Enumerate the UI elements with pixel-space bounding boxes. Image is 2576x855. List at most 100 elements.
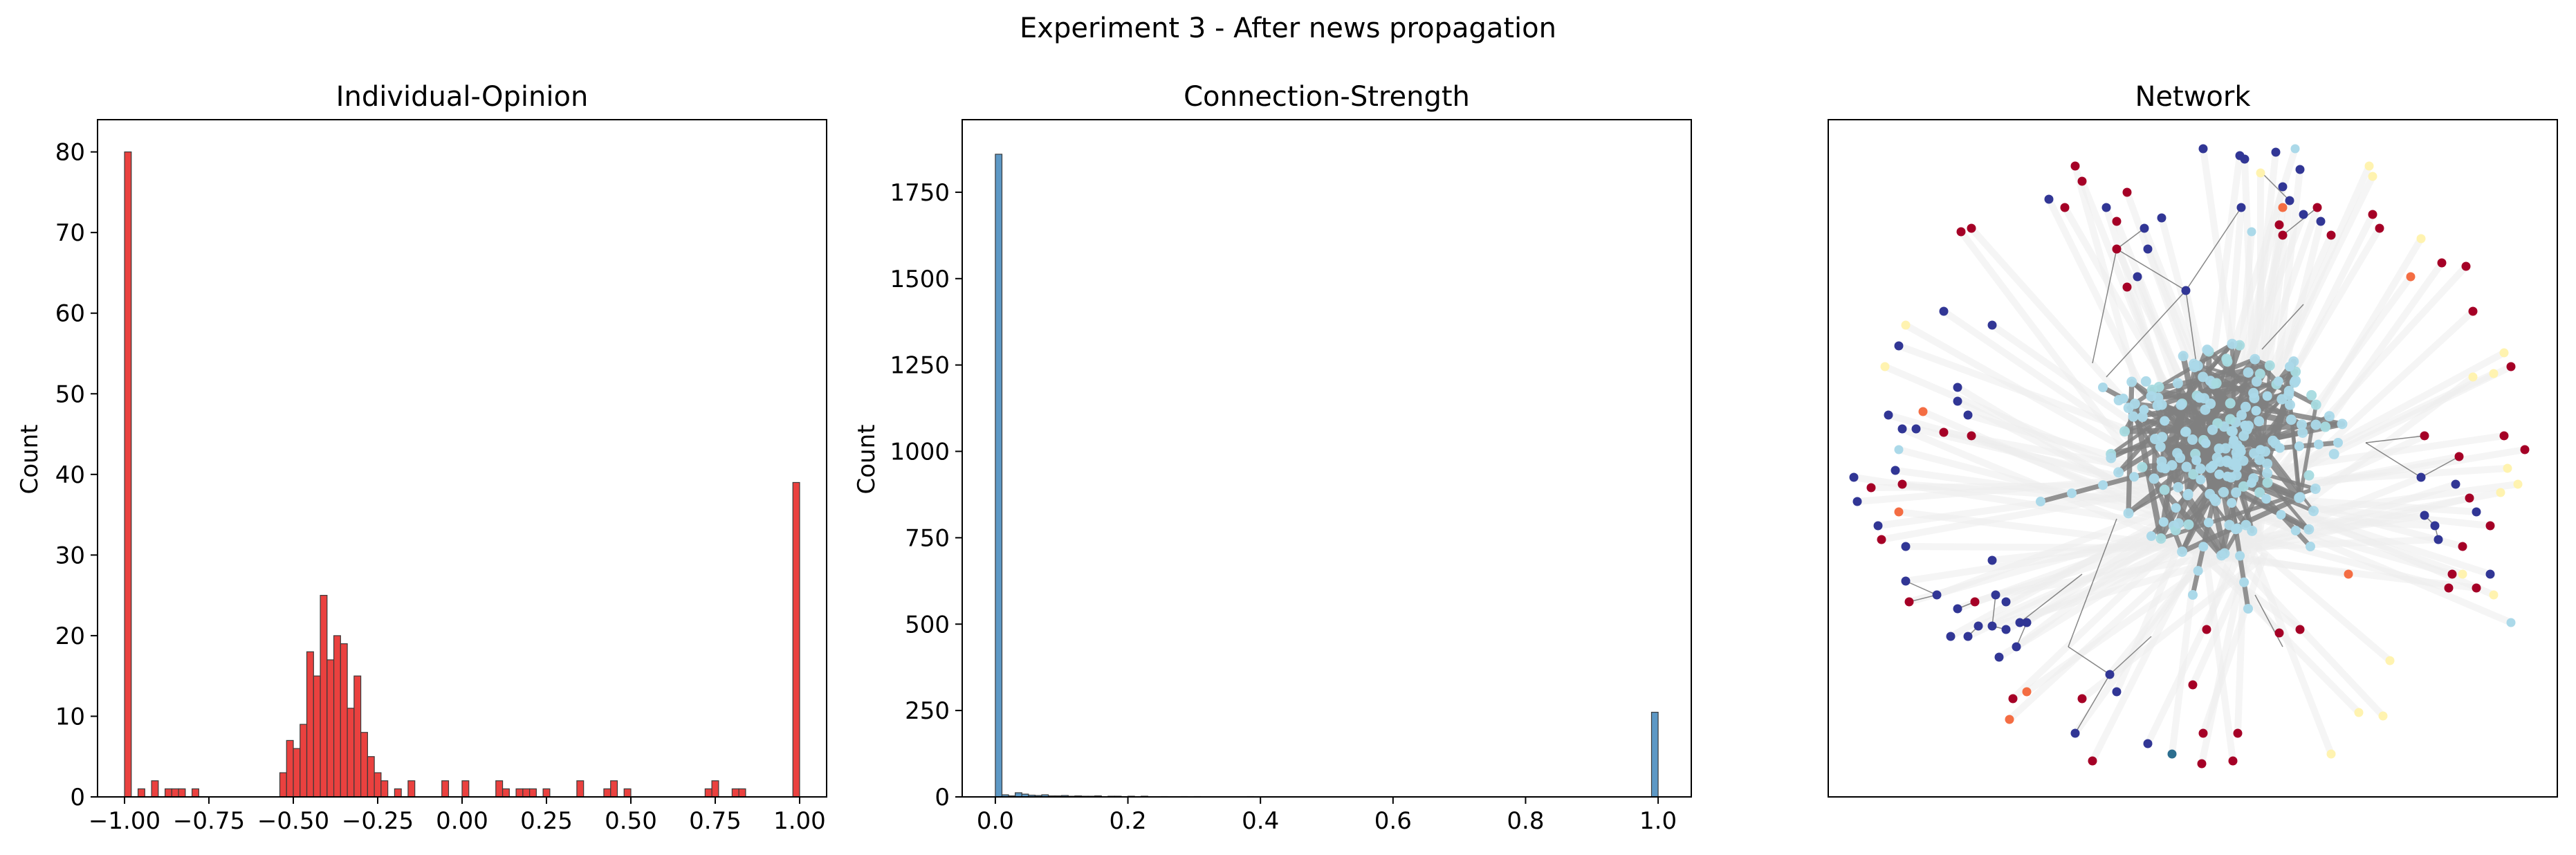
network-node (2209, 493, 2219, 504)
network-edge (2106, 290, 2187, 378)
p1-bar (461, 780, 470, 798)
network-node (2221, 353, 2232, 365)
network-nodes (1849, 144, 2530, 769)
network-node (2070, 728, 2080, 738)
p2-x-tick-label: 1.0 (1639, 807, 1677, 835)
connection-plot-frame (962, 119, 1692, 798)
figure-title: Experiment 3 - After news propagation (1020, 12, 1556, 44)
network-node (2187, 434, 2198, 445)
p1-y-tick-label: 10 (55, 703, 85, 730)
network-node (2485, 569, 2495, 579)
network-node (2262, 477, 2273, 488)
network-node (2255, 445, 2265, 455)
network-node (2308, 506, 2319, 517)
network-node (2294, 492, 2306, 503)
p1-bar (502, 788, 510, 798)
network-node (2324, 411, 2335, 422)
network-edge (2274, 382, 2319, 407)
network-node (1987, 320, 1997, 330)
network-node (2243, 604, 2253, 614)
network-node (1884, 410, 1893, 420)
network-node (2112, 217, 2122, 226)
network-node (2123, 403, 2134, 414)
network-node (2344, 569, 2353, 579)
p2-bar (995, 154, 1003, 798)
network-node (2191, 455, 2202, 466)
network-node (1953, 604, 1962, 614)
network-node (2197, 759, 2207, 769)
network-node (2306, 389, 2317, 401)
p1-bar (610, 780, 618, 798)
network-node (2215, 457, 2226, 468)
network-node (1890, 466, 1900, 475)
p1-bar (704, 788, 712, 798)
p1-bar (164, 788, 172, 798)
network-node (2188, 358, 2199, 369)
network-edge (2109, 636, 2152, 675)
network-node (2461, 261, 2471, 271)
network-node (2216, 550, 2227, 561)
network-node (2098, 480, 2108, 490)
network-node (2157, 213, 2166, 223)
p1-y-tick-label: 60 (55, 300, 85, 328)
network-node (2070, 161, 2080, 171)
network-node (2430, 521, 2440, 531)
network-edge (2092, 248, 2117, 364)
network-node (2173, 481, 2184, 493)
network-node (2158, 517, 2169, 527)
p1-bar (300, 724, 308, 798)
network-node (2295, 165, 2305, 174)
p1-bar (623, 788, 632, 798)
network-node (2290, 144, 2300, 154)
network-node (1849, 472, 1859, 482)
p1-x-tick-label: 0.00 (436, 807, 488, 835)
network-node (2274, 443, 2285, 453)
opinion-histogram-title: Individual-Opinion (336, 81, 589, 113)
network-node (2122, 187, 2132, 197)
network-node (2143, 244, 2153, 254)
p1-y-tick-label: 20 (55, 623, 85, 650)
network-node (2188, 680, 2198, 690)
p2-y-tick-label: 1000 (890, 439, 950, 466)
network-node (2499, 348, 2509, 358)
network-node (2098, 383, 2108, 392)
opinion-x-ticks: −1.00 −0.75 −0.50 −0.25 0.00 0.25 0.50 0.75 1.00 (89, 797, 826, 835)
network-node (2088, 756, 2097, 766)
network-edge (2234, 490, 2312, 532)
p1-bar (192, 788, 199, 798)
p1-bar (495, 780, 504, 798)
p1-bar (731, 788, 739, 798)
network-node (2060, 203, 2070, 212)
network-frame (1828, 119, 2558, 798)
p1-bar (333, 635, 341, 798)
p1-bar (792, 481, 800, 798)
network-node (2248, 387, 2259, 398)
network-node (2326, 749, 2336, 759)
p1-bar (279, 772, 287, 798)
network-node (2306, 542, 2315, 551)
network-edge (2068, 518, 2117, 647)
network-node (2112, 687, 2122, 697)
p1-bar (306, 651, 314, 798)
network-node (2250, 353, 2261, 365)
network-edge (2199, 533, 2236, 762)
network-node (2173, 518, 2184, 529)
network-node (2239, 577, 2250, 587)
network-node (2236, 203, 2246, 212)
network-node (2223, 471, 2233, 481)
network-node (2506, 362, 2516, 371)
network-node (2333, 438, 2343, 448)
network-node (2044, 194, 2054, 204)
network-node (2137, 461, 2148, 472)
network-node (2211, 378, 2222, 389)
connection-x-ticks: 0.0 0.2 0.4 0.6 0.8 1.0 (977, 797, 1677, 835)
network-node (2310, 484, 2321, 495)
network-node (2198, 144, 2208, 154)
network-node (2177, 546, 2188, 558)
network-node (1953, 383, 1962, 392)
network-node (1894, 341, 1904, 351)
network-edge (1956, 384, 2221, 548)
p1-y-tick-label: 0 (70, 784, 85, 811)
network-node (1852, 497, 1862, 506)
p1-bar (603, 788, 611, 798)
